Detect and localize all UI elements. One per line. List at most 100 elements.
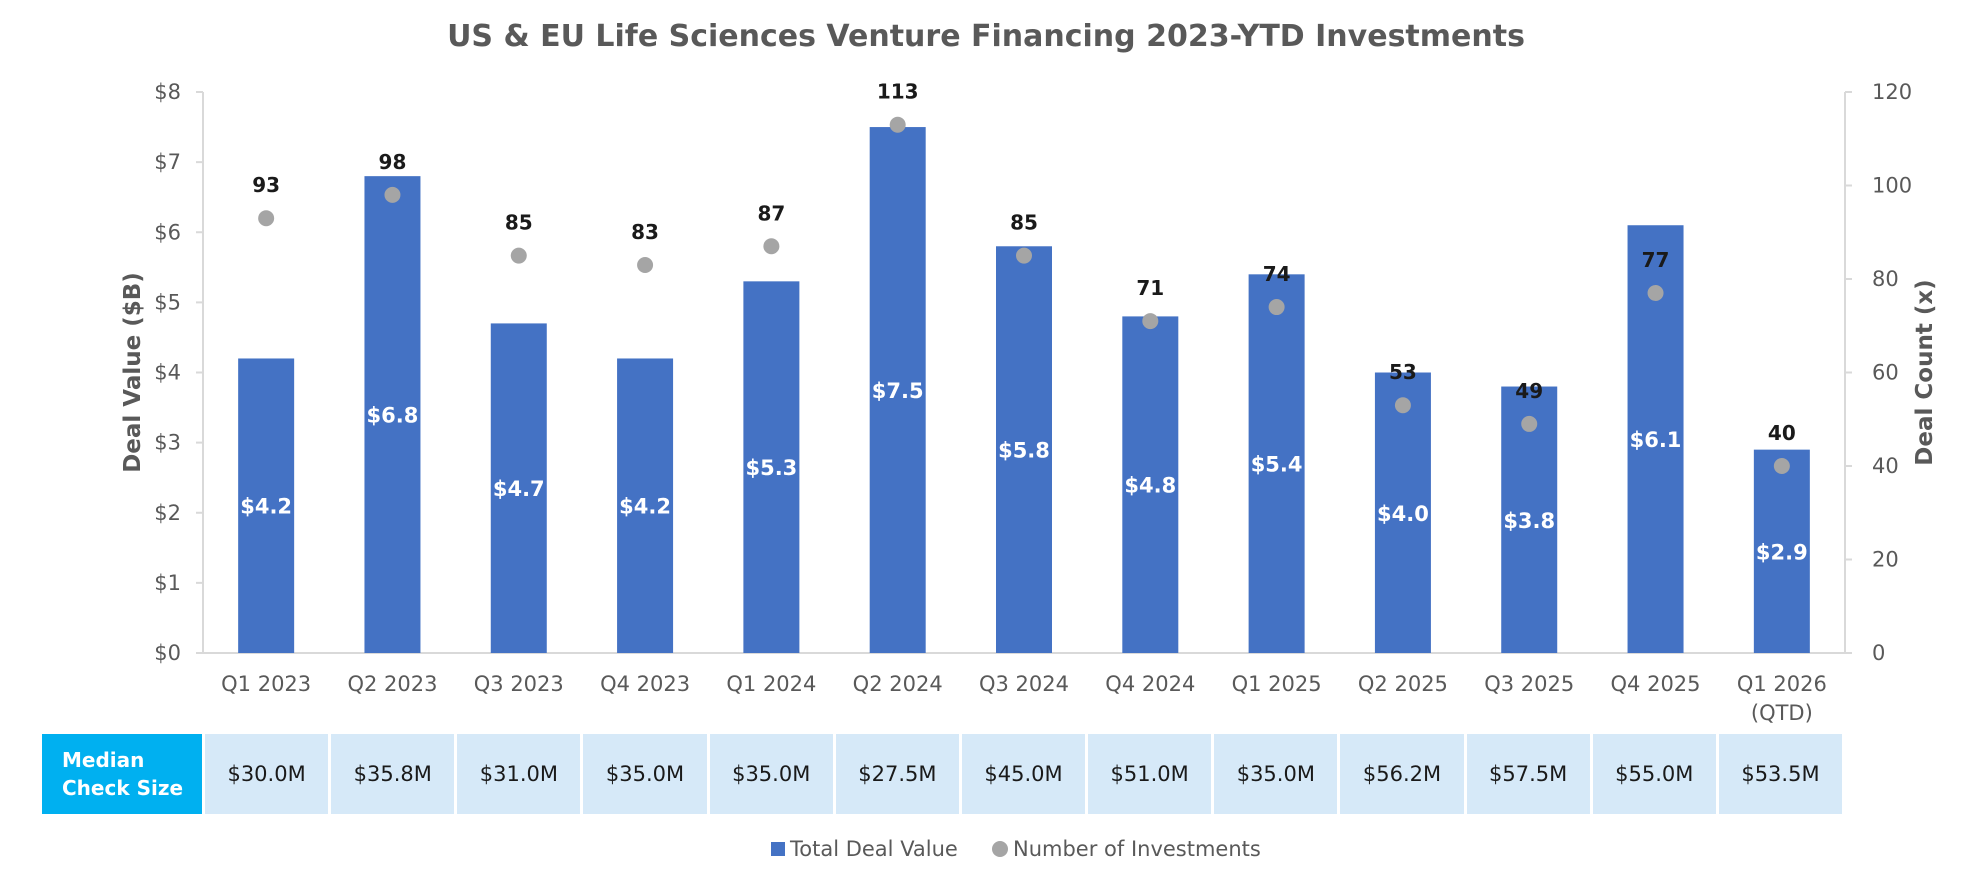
y-tick-label: $5 [154, 290, 181, 314]
count-value-label: 98 [379, 150, 407, 174]
count-value-label: 49 [1515, 379, 1543, 403]
bar-total-deal-value [238, 358, 295, 653]
y-tick-label: $3 [154, 431, 181, 455]
bar-value-label: $5.8 [998, 439, 1050, 463]
median-check-size-table: Median Check Size $30.0M $35.8M $31.0M $35.… [42, 734, 1843, 817]
x-tick-label: Q3 2025 [1484, 672, 1574, 696]
legend: Total Deal Value Number of Investments [771, 837, 1261, 861]
y2-tick-label: 0 [1872, 641, 1885, 665]
count-value-label: 87 [757, 201, 785, 225]
median-check-size-cell: $35.8M [328, 734, 455, 814]
count-labels: 93 98 85 83 87 113 85 71 74 53 49 77 40 [252, 80, 1796, 445]
bar-total-deal-value [1122, 316, 1179, 653]
bar-total-deal-value [490, 323, 547, 653]
count-value-label: 85 [1010, 211, 1038, 235]
x-tick-label: Q2 2025 [1358, 672, 1448, 696]
point-number-of-investments [1647, 285, 1664, 302]
median-check-size-cell: $51.0M [1085, 734, 1212, 814]
count-value-label: 53 [1389, 360, 1417, 384]
bar-total-deal-value [1753, 449, 1810, 653]
median-check-size-cell: $31.0M [454, 734, 581, 814]
bar-value-label: $6.8 [367, 404, 419, 428]
bars [238, 127, 1810, 654]
median-check-size-header: Median Check Size [42, 734, 202, 814]
bar-total-deal-value [869, 127, 926, 653]
bar-value-label: $4.7 [493, 477, 545, 501]
legend-total-deal-value: Total Deal Value [789, 837, 958, 861]
x-tick-label: Q2 2023 [347, 672, 437, 696]
y-tick-label: $2 [154, 501, 181, 525]
y-tick-label: $6 [154, 220, 181, 244]
count-value-label: 83 [631, 220, 659, 244]
y-tick-label: $4 [154, 361, 181, 385]
median-check-size-cell: $35.0M [706, 734, 833, 814]
median-header-line-2: Check Size [62, 776, 184, 800]
median-header-line-1: Median [62, 748, 145, 772]
point-number-of-investments [1773, 458, 1790, 474]
point-number-of-investments [889, 116, 906, 133]
count-value-label: 77 [1642, 248, 1670, 272]
x-tick-label: Q1 2023 [221, 672, 311, 696]
y-tick-label: $8 [154, 80, 181, 104]
point-number-of-investments [637, 256, 654, 273]
bar-value-label: $4.2 [240, 495, 292, 519]
y2-tick-label: 100 [1872, 174, 1912, 198]
bar-total-deal-value [996, 246, 1052, 653]
count-value-label: 74 [1263, 262, 1291, 286]
y-tick-label: $0 [154, 641, 181, 665]
point-number-of-investments [510, 247, 527, 264]
median-check-size-cell: $27.5M [832, 734, 959, 814]
median-check-size-cell: $35.0M [1211, 734, 1338, 814]
median-check-size-cell: $55.0M [1589, 734, 1716, 814]
count-value-label: 93 [252, 173, 280, 197]
y2-tick-label: 80 [1872, 267, 1899, 291]
bar-value-label: $2.9 [1756, 540, 1808, 564]
median-check-size-cell: $35.0M [580, 734, 707, 814]
count-value-label: 40 [1768, 421, 1796, 445]
point-number-of-investments [258, 210, 275, 227]
point-number-of-investments [1521, 415, 1538, 432]
x-tick-label: Q3 2024 [979, 672, 1069, 696]
y2-tick-label: 20 [1872, 548, 1899, 572]
bar-value-label: $3.8 [1503, 509, 1555, 533]
median-check-size-cell: $45.0M [958, 734, 1086, 814]
legend-bar-swatch [771, 842, 785, 856]
x-tick-label: Q2 2024 [853, 672, 943, 696]
x-tick-label: Q4 2023 [600, 672, 690, 696]
y-axis-title: Deal Value ($B) [120, 272, 146, 473]
y-tick-label: $1 [154, 571, 181, 595]
y2-tick-label: 120 [1872, 80, 1912, 104]
bar-total-deal-value [1248, 274, 1305, 653]
bar-value-label: $7.5 [872, 379, 924, 403]
bar-value-label: $4.8 [1124, 474, 1176, 498]
bar-total-deal-value [617, 358, 674, 653]
median-check-size-cell: $53.5M [1715, 734, 1843, 814]
x-tick-label: Q1 2025 [1232, 672, 1322, 696]
axes: $0 $1 $2 $3 $4 $5 $6 $7 $8 0 20 40 60 80 100 120 [154, 80, 1912, 665]
legend-number-of-investments: Number of Investments [1013, 837, 1261, 861]
y2-tick-label: 60 [1872, 361, 1899, 385]
bar-value-label: $4.2 [619, 495, 671, 519]
bar-value-label: $6.1 [1630, 428, 1682, 452]
y-tick-label: $7 [154, 150, 181, 174]
x-tick-label: (QTD) [1751, 701, 1813, 725]
count-value-label: 85 [505, 211, 533, 235]
count-points [258, 116, 1790, 474]
bar-total-deal-value [743, 281, 800, 653]
point-number-of-investments [1268, 299, 1285, 316]
x-tick-label: Q4 2024 [1105, 672, 1195, 696]
x-tick-label: Q3 2023 [474, 672, 564, 696]
y2-axis-title: Deal Count (x) [1912, 279, 1938, 465]
x-tick-labels: Q1 2023 Q2 2023 Q3 2023 Q4 2023 Q1 2024 Q2 20… [221, 672, 1827, 725]
x-tick-label: Q4 2025 [1611, 672, 1701, 696]
count-value-label: 71 [1136, 276, 1164, 300]
bar-total-deal-value [1374, 372, 1431, 653]
legend-dot-swatch [992, 841, 1008, 857]
y2-tick-label: 40 [1872, 454, 1899, 478]
median-check-size-cell: $56.2M [1337, 734, 1464, 814]
median-check-size-cell: $57.5M [1463, 734, 1590, 814]
bar-value-label: $4.0 [1377, 502, 1429, 526]
count-value-label: 113 [877, 80, 919, 104]
bar-labels: $4.2 $6.8 $4.7 $4.2 $5.3 $7.5 $5.8 $4.8 $5.4 $4.0… [240, 379, 1808, 564]
